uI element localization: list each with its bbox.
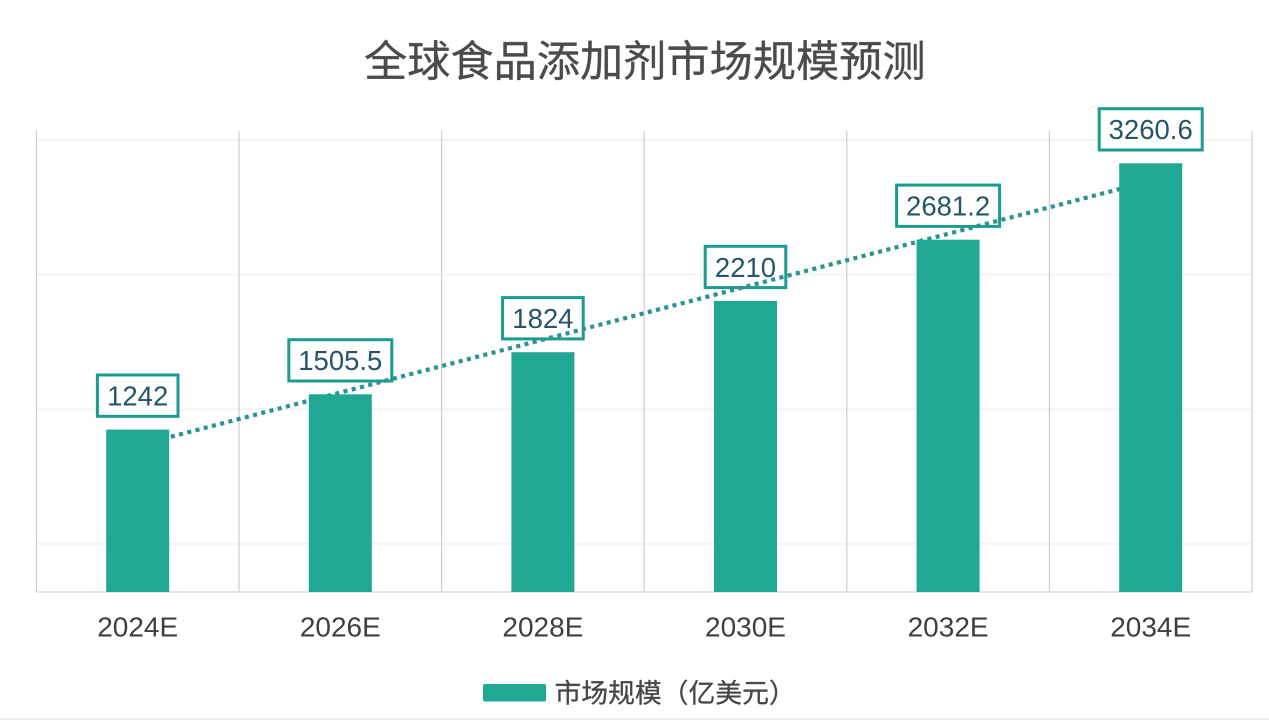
svg-text:2034E: 2034E [1110, 612, 1191, 643]
svg-text:1505.5: 1505.5 [298, 345, 382, 376]
svg-text:2030E: 2030E [705, 612, 786, 643]
svg-text:2028E: 2028E [502, 612, 583, 643]
svg-text:1242: 1242 [107, 381, 168, 412]
svg-text:2210: 2210 [715, 252, 776, 283]
svg-text:2026E: 2026E [300, 612, 381, 643]
svg-text:3260.6: 3260.6 [1109, 114, 1193, 145]
svg-text:2032E: 2032E [908, 612, 989, 643]
svg-text:2024E: 2024E [97, 612, 178, 643]
svg-text:1824: 1824 [512, 303, 573, 334]
svg-text:2681.2: 2681.2 [906, 191, 990, 222]
